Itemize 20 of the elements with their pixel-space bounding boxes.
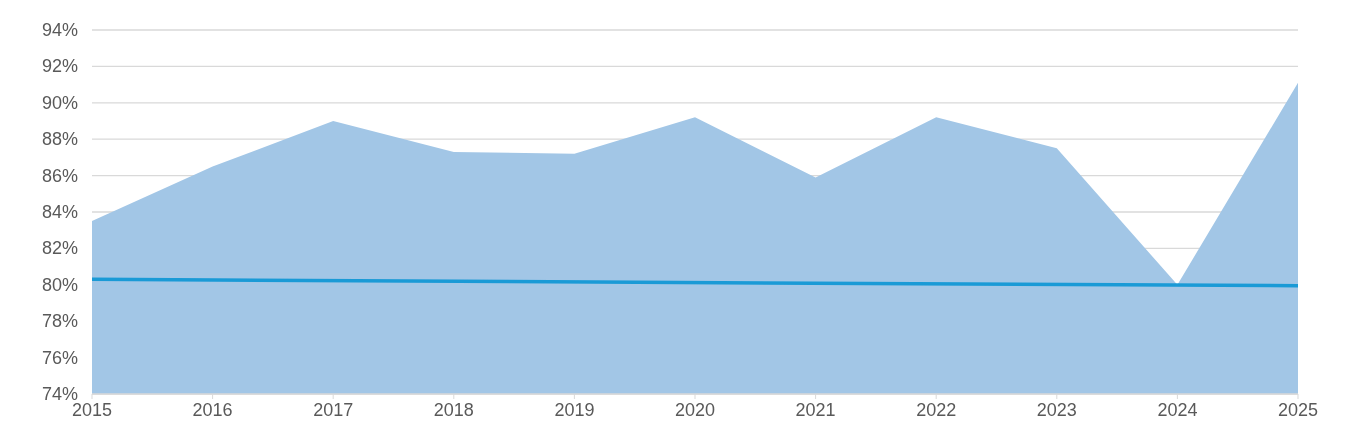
x-tick-label: 2023 <box>1036 400 1077 420</box>
y-tick-label: 76% <box>41 347 78 368</box>
x-tick-label: 2021 <box>795 400 836 420</box>
y-tick-label: 82% <box>41 238 78 259</box>
x-tick-label: 2019 <box>554 400 595 420</box>
y-tick-label: 80% <box>41 274 78 295</box>
x-tick-label: 2025 <box>1277 400 1319 420</box>
y-tick-label: 94% <box>41 20 78 40</box>
x-tick-label: 2018 <box>433 400 474 420</box>
y-tick-label: 78% <box>41 311 78 332</box>
x-tick-label: 2017 <box>313 400 354 420</box>
x-tick-label: 2022 <box>916 400 957 420</box>
x-tick-label: 2016 <box>192 400 233 420</box>
y-tick-label: 88% <box>41 129 78 150</box>
y-tick-label: 86% <box>41 165 78 186</box>
y-tick-label: 84% <box>41 202 78 222</box>
y-tick-label: 92% <box>41 56 78 77</box>
x-tick-label: 2024 <box>1157 400 1198 420</box>
y-tick-label: 90% <box>41 92 78 113</box>
x-tick-label: 2020 <box>674 400 716 420</box>
